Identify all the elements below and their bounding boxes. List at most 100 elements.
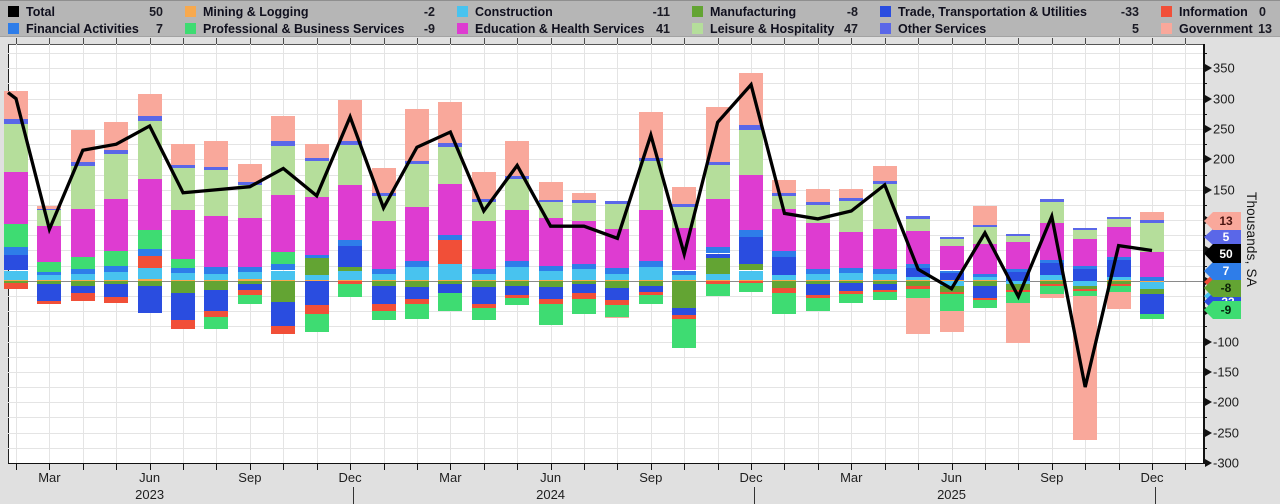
legend-item-construction[interactable]: Construction -11 — [449, 4, 684, 19]
x-tick — [918, 464, 920, 470]
last-value-badge-manufacturing: -8 — [1204, 279, 1241, 297]
legend-item-manufacturing[interactable]: Manufacturing -8 — [684, 4, 872, 19]
bar-segment-financial — [1073, 266, 1098, 269]
legend-item-mining[interactable]: Mining & Logging -2 — [177, 4, 449, 19]
x-tick — [1118, 464, 1120, 470]
legend-item-value: 5 — [1132, 21, 1139, 36]
bar-segment-other — [538, 200, 563, 203]
y-tick — [1203, 417, 1207, 419]
x-tick — [1051, 464, 1053, 470]
x-tick — [82, 464, 84, 470]
bar-segment-information — [104, 296, 129, 303]
y-tick — [1203, 387, 1207, 389]
bar-segment-financial — [404, 261, 429, 268]
h-gridline — [8, 98, 1203, 100]
bar-segment-lh — [572, 203, 596, 222]
last-value-badge-pbs: -9 — [1204, 301, 1241, 319]
bar-segment-pbs — [271, 252, 296, 265]
x-tick — [450, 464, 452, 470]
bar-segment-information — [4, 283, 28, 289]
bar-segment-financial — [271, 264, 296, 271]
y-tick-arrow — [1205, 125, 1212, 133]
legend-item-label: Manufacturing — [710, 4, 797, 19]
ttu-swatch — [880, 6, 891, 17]
x-tick-label: Jun — [540, 470, 562, 485]
y-tick-arrow — [1205, 185, 1212, 194]
bar-segment-other — [104, 149, 129, 154]
y-tick-label: 350 — [1213, 60, 1235, 76]
bar-segment-other — [872, 180, 897, 184]
bar-segment-financial — [805, 268, 830, 274]
bar-segment-construction — [471, 274, 496, 281]
bar-segment-other — [271, 141, 296, 146]
bar-segment-lh — [204, 170, 229, 216]
bar-segment-government — [1039, 293, 1064, 298]
legend-item-eh[interactable]: Education & Health Services 41 — [449, 21, 684, 36]
bar-segment-government — [404, 108, 429, 161]
x-tick — [751, 464, 753, 470]
last-value-badge-total: 50 — [1204, 244, 1241, 263]
bar-segment-eh — [137, 178, 162, 231]
bar-segment-ttu — [972, 285, 997, 298]
x-tick — [650, 464, 652, 470]
top-tick — [1018, 38, 1020, 44]
bar-segment-government — [1106, 292, 1131, 310]
bar-segment-financial — [171, 268, 196, 273]
h-gridline — [8, 371, 1203, 373]
bar-segment-manufacturing — [338, 266, 363, 271]
top-tick — [817, 38, 819, 44]
bar-segment-pbs — [1140, 313, 1164, 320]
bar-segment-information — [304, 305, 329, 315]
top-tick — [617, 38, 619, 44]
bar-segment-eh — [605, 228, 630, 269]
bar-segment-information — [271, 326, 296, 334]
financial-swatch — [8, 23, 19, 34]
bar-segment-eh — [672, 227, 697, 271]
bar-segment-financial — [104, 266, 129, 273]
bar-segment-construction — [438, 264, 463, 280]
total-swatch — [8, 6, 19, 17]
legend-item-government[interactable]: Government 13 — [1153, 21, 1280, 36]
year-separator — [753, 487, 755, 504]
bar-segment-information — [70, 292, 95, 302]
legend-item-other[interactable]: Other Services 5 — [872, 21, 1153, 36]
bar-segment-government — [1140, 212, 1164, 221]
legend-item-total[interactable]: Total 50 — [0, 4, 177, 19]
top-tick — [684, 38, 686, 44]
legend-item-ttu[interactable]: Trade, Transportation & Utilities -33 — [872, 4, 1153, 19]
bar-segment-pbs — [1039, 286, 1064, 294]
bar-segment-eh — [70, 208, 95, 258]
bar-segment-lh — [1106, 219, 1131, 227]
legend-item-lh[interactable]: Leisure & Hospitality 47 — [684, 21, 872, 36]
legend-item-financial[interactable]: Financial Activities 7 — [0, 21, 177, 36]
bar-segment-pbs — [104, 251, 129, 267]
y-tick-label: 200 — [1213, 151, 1235, 167]
bar-segment-construction — [872, 273, 897, 280]
bar-segment-pbs — [237, 294, 262, 304]
bar-segment-ttu — [1039, 263, 1064, 276]
bar-segment-lh — [4, 123, 28, 173]
bar-segment-construction — [638, 267, 663, 280]
bar-segment-financial — [839, 268, 864, 273]
x-tick-label: Mar — [840, 470, 863, 485]
bar-segment-financial — [1039, 259, 1064, 264]
bar-segment-pbs — [37, 262, 62, 272]
construction-swatch — [457, 6, 468, 17]
bar-segment-construction — [70, 274, 95, 281]
bar-segment-other — [505, 175, 530, 180]
legend-item-information[interactable]: Information 0 — [1153, 4, 1280, 19]
bar-segment-other — [137, 116, 162, 122]
legend-item-label: Information — [1179, 4, 1248, 19]
bar-segment-government — [739, 73, 764, 125]
bar-segment-ttu — [37, 284, 62, 302]
bar-segment-financial — [1140, 276, 1164, 281]
h-gridline — [8, 83, 1203, 85]
information-swatch — [1161, 6, 1172, 17]
y-axis-title: Thousands, SA — [1244, 192, 1259, 287]
legend-item-pbs[interactable]: Professional & Business Services -9 — [177, 21, 449, 36]
bar-segment-ttu — [4, 255, 28, 271]
bar-segment-pbs — [404, 303, 429, 320]
bar-segment-lh — [505, 179, 530, 210]
bar-segment-eh — [404, 206, 429, 262]
x-tick-label: Jun — [139, 470, 161, 485]
